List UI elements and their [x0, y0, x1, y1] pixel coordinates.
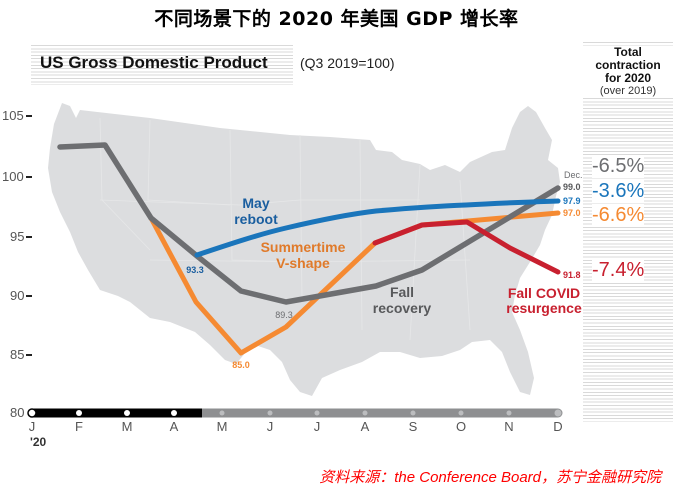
series-fall-recovery — [57, 142, 561, 305]
pct-fall-recovery: -6.5% — [592, 155, 645, 178]
label-v-shape-1: Summertime — [261, 239, 346, 255]
side-heading-line3: for 2020 — [583, 72, 673, 85]
side-panel-heading: Total contraction for 2020 (over 2019) — [583, 46, 673, 98]
pct-may-reboot: -3.6% — [592, 180, 645, 203]
x-tick-aug: A — [360, 419, 370, 434]
x-tick-apr: A — [169, 419, 179, 434]
label-resurgence-2: resurgence — [506, 300, 582, 316]
x-tick-feb: F — [75, 419, 83, 434]
timeline-bar — [27, 408, 563, 418]
y-tick-90: 90 — [10, 288, 25, 303]
label-fall-recovery-2: recovery — [373, 300, 432, 316]
side-heading-line2: contraction — [583, 59, 673, 72]
series-may-reboot — [194, 198, 561, 258]
x-tick-sep: S — [408, 419, 418, 434]
page-title: 不同场景下的 2020 年美国 GDP 增长率 — [154, 8, 519, 30]
year-label: '20 — [30, 435, 47, 449]
y-axis-ticks — [26, 115, 32, 356]
x-tick-nov: N — [504, 419, 514, 434]
side-heading-sub: (over 2019) — [583, 85, 673, 98]
label-v-shape-2: V-shape — [276, 255, 330, 271]
x-tick-may: M — [216, 419, 228, 434]
label-min-blue: 93.3 — [186, 265, 204, 275]
pct-v-shape: -6.6% — [592, 204, 645, 227]
us-map-background — [48, 103, 560, 396]
chart-subtitle: (Q3 2019=100) — [300, 55, 395, 71]
label-dec: Dec. — [564, 170, 583, 180]
x-tick-jul: J — [313, 419, 321, 434]
y-tick-85: 85 — [10, 347, 25, 362]
y-tick-105: 105 — [2, 108, 24, 123]
side-panel-stripes — [583, 42, 673, 422]
x-tick-jan: J — [28, 419, 36, 434]
x-tick-oct: O — [455, 419, 467, 434]
series-fall-covid-resurgence — [372, 219, 561, 275]
label-may-reboot-1: May — [242, 195, 269, 211]
label-end-red: 91.8 — [563, 270, 581, 280]
y-tick-80: 80 — [10, 405, 25, 420]
side-heading-line1: Total — [583, 46, 673, 59]
label-end-orange: 97.0 — [563, 208, 581, 218]
x-tick-dec: D — [553, 419, 563, 434]
label-fall-recovery-1: Fall — [390, 284, 414, 300]
source-note: 资料来源：the Conference Board，苏宁金融研究院 — [319, 469, 661, 486]
chart-title: US Gross Domestic Product — [40, 53, 268, 72]
y-tick-100: 100 — [2, 169, 24, 184]
label-end-blue: 97.9 — [563, 196, 581, 206]
label-end-gray: 99.0 — [563, 182, 581, 192]
label-min-gray: 89.3 — [275, 310, 293, 320]
label-resurgence-1: Fall COVID — [508, 285, 580, 301]
chart-header-stripes — [31, 45, 293, 85]
x-tick-mar: M — [121, 419, 133, 434]
label-min-orange: 85.0 — [232, 360, 250, 370]
y-tick-95: 95 — [10, 229, 25, 244]
x-tick-jun: J — [266, 419, 274, 434]
pct-resurgence: -7.4% — [592, 259, 645, 282]
label-may-reboot-2: reboot — [234, 211, 278, 227]
